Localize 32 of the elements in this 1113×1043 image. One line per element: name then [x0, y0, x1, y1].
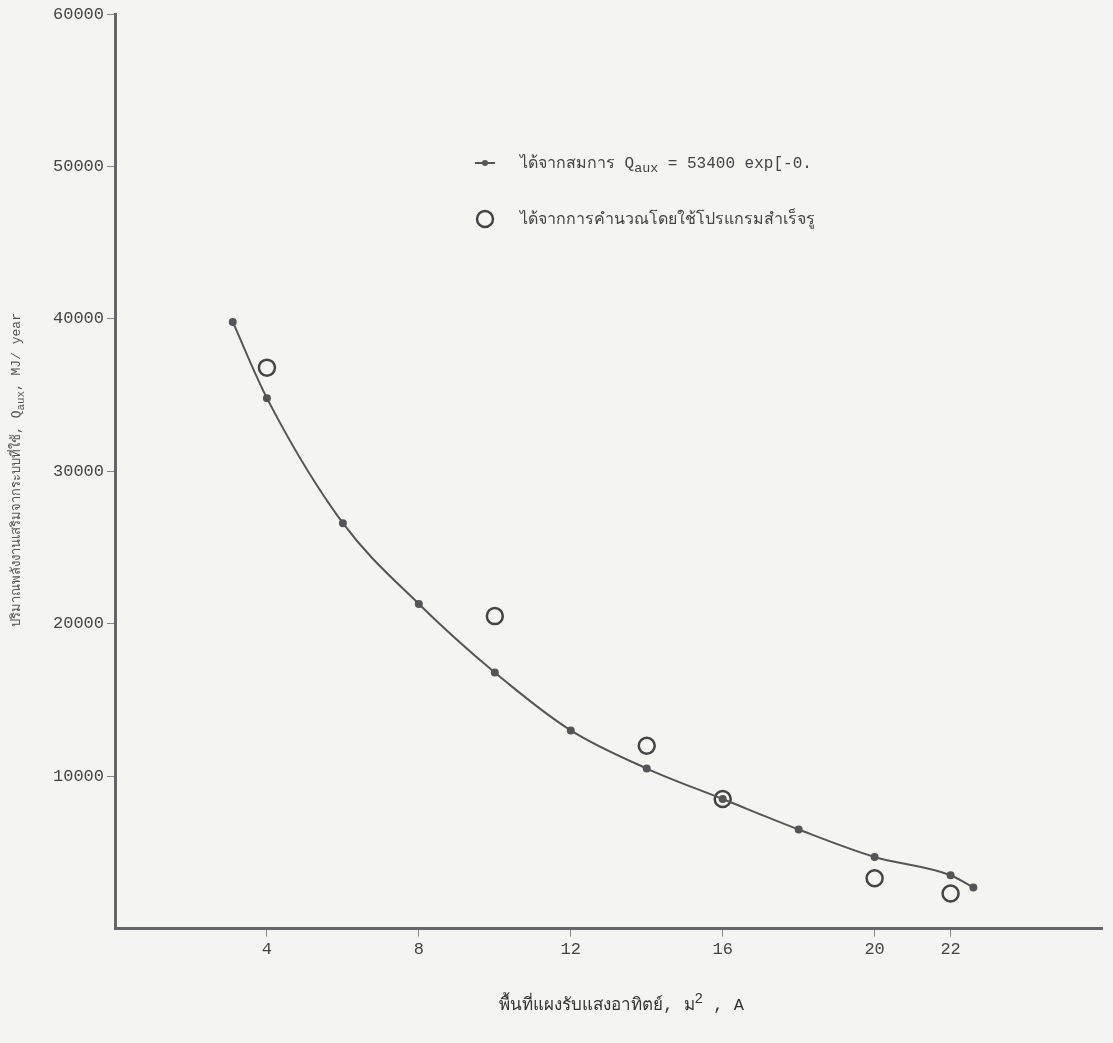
point — [865, 869, 884, 888]
point — [637, 736, 656, 755]
point — [485, 606, 505, 626]
point — [228, 317, 237, 326]
y-tick-label: 10000 — [52, 766, 105, 786]
legend-label: ได้จากการคำนวณโดยใช้โปรแกรมสำเร็จรู — [520, 207, 815, 232]
point — [262, 394, 271, 403]
x-tick-label: 12 — [560, 940, 581, 960]
point — [870, 852, 879, 861]
y-tick-label: 50000 — [52, 156, 105, 176]
x-tick-label: 16 — [712, 940, 733, 960]
point — [941, 884, 960, 903]
y-tick-label: 40000 — [52, 309, 105, 329]
point — [713, 789, 732, 809]
y-tick-label: 30000 — [52, 461, 105, 481]
x-axis-title: พื้นที่แผงรับแสงอาทิตย์, ม$^{2}$ , A — [498, 990, 745, 1017]
point — [566, 726, 575, 735]
point — [946, 871, 955, 880]
x-tick-label: 22 — [940, 940, 961, 960]
point — [414, 599, 423, 608]
point — [794, 825, 803, 834]
point — [490, 668, 499, 677]
x-tick-label: 4 — [261, 940, 273, 960]
x-tick-label: 20 — [864, 940, 885, 960]
point — [338, 519, 347, 528]
x-tick-label: 8 — [413, 940, 424, 960]
legend-label: ได้จากสมการ Q$_{aux}$ = 53400 exp[-0. — [520, 153, 812, 177]
y-tick-label: 60000 — [52, 4, 105, 24]
point — [642, 764, 651, 773]
point — [969, 883, 978, 892]
y-tick-label: 20000 — [52, 614, 105, 634]
point — [257, 358, 277, 377]
